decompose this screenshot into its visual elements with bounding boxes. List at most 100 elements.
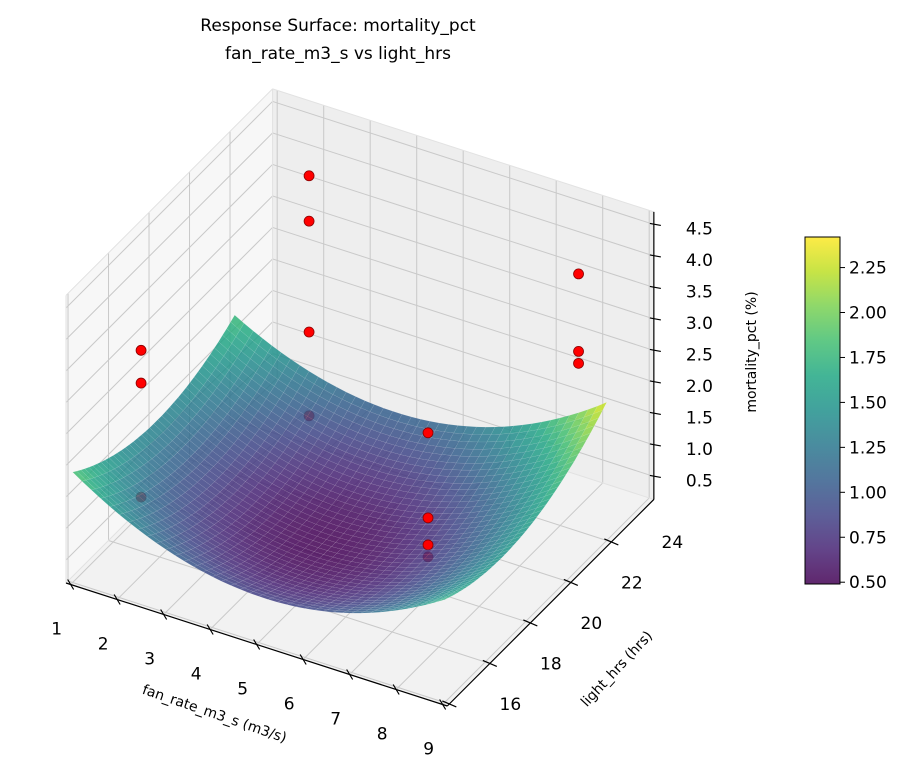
left-gridline-z: [65, 227, 273, 435]
surface-patch: [556, 467, 571, 479]
y-tick-mark: [563, 578, 579, 587]
data-point: [303, 215, 315, 227]
y-tick-label: 24: [662, 533, 684, 553]
colorbar-tick-label: 0.50: [849, 573, 887, 593]
z-tick-mark: [649, 317, 661, 321]
x-tick-mark: [160, 609, 168, 620]
z-tick-label: 1.5: [686, 408, 713, 428]
x-tick-mark: [392, 684, 400, 695]
y-tick-label: 22: [621, 573, 643, 593]
z-tick-mark: [649, 411, 661, 416]
tick-labels: 1 2 3 4 5 6 7 8 9 16 18 20 22 24 0.5 1.0 1.5 2.0 2.5 3.0 3.5…: [51, 219, 713, 759]
data-point: [422, 539, 434, 551]
colorbar-tick-label: 0.75: [849, 528, 887, 548]
x-tick-mark: [67, 579, 75, 590]
data-point: [573, 345, 584, 357]
back-gridline-z: [272, 226, 655, 351]
surface-patch: [435, 597, 449, 603]
colorbar-tick-label: 2.00: [849, 304, 887, 324]
x-tick-mark: [113, 594, 121, 605]
x-tick-label: 1: [51, 620, 62, 640]
x-tick-mark: [253, 639, 261, 650]
y-tick-label: 20: [581, 614, 603, 634]
left-gridline-z: [65, 195, 273, 403]
z-tick-mark: [649, 443, 661, 447]
x-tick-mark: [439, 699, 447, 710]
x-tick-label: 5: [237, 680, 248, 700]
surface-patch: [560, 460, 575, 472]
x-tick-label: 4: [191, 665, 202, 685]
colorbar-tick-label: 1.50: [849, 393, 887, 413]
z-tick-label: 0.5: [686, 471, 713, 491]
surface-patch: [576, 432, 592, 445]
z-tick-mark: [649, 474, 661, 479]
data-point: [422, 512, 434, 524]
floor-gridline-x: [442, 497, 650, 705]
surface-patch: [519, 520, 535, 531]
chart-title-line-1: Response Surface: mortality_pct: [200, 16, 476, 36]
y-axis-line: [446, 499, 655, 707]
x-tick-label: 8: [377, 725, 388, 745]
z-tick-label: 3.0: [686, 314, 713, 334]
back-gridline-z: [272, 195, 655, 320]
surface-patch: [463, 579, 478, 586]
surface-patch: [572, 439, 587, 452]
data-point: [303, 326, 315, 338]
data-point: [135, 344, 147, 356]
z-tick-mark: [649, 348, 661, 353]
back-gridline-z: [272, 258, 655, 383]
left-gridline-z: [65, 101, 273, 309]
left-gridline-z: [65, 164, 273, 372]
back-gridline-z: [272, 132, 655, 257]
pane-edge: [65, 88, 273, 296]
z-tick-label: 1.0: [686, 440, 713, 460]
z-tick-label: 2.0: [686, 377, 713, 397]
surface-patch: [500, 545, 514, 554]
colorbar-tick-label: 1.25: [849, 438, 887, 458]
z-tick-mark: [649, 380, 661, 384]
back-gridline-z: [272, 163, 655, 288]
surface-patch: [564, 453, 579, 466]
surface-patch: [515, 525, 531, 535]
y-tick-mark: [482, 659, 498, 668]
back-gridline-z: [272, 289, 655, 414]
surface-patch: [523, 515, 539, 525]
data-point: [573, 357, 584, 369]
surface-patch: [527, 509, 543, 520]
z-tick-label: 4.5: [686, 219, 713, 239]
surface-and-points: [72, 170, 608, 614]
left-gridline-z: [65, 132, 273, 340]
floor-gridline-x: [395, 482, 604, 690]
x-tick-label: 7: [330, 710, 341, 730]
x-tick-label: 3: [144, 650, 155, 670]
colorbar-gradient: [804, 236, 841, 585]
x-tick-label: 9: [423, 740, 434, 760]
y-tick-mark: [442, 700, 457, 708]
z-tick-mark: [649, 285, 661, 290]
y-tick-label: 16: [500, 695, 522, 715]
back-gridline-z: [272, 352, 655, 477]
y-axis-label: light_hrs (hrs): [578, 628, 656, 710]
data-point: [573, 268, 584, 280]
x-tick-mark: [299, 654, 307, 665]
x-tick-mark: [346, 669, 354, 680]
colorbar-tick-label: 2.25: [849, 259, 887, 279]
floor-gridline-y: [67, 580, 450, 705]
x-tick-label: 2: [98, 635, 109, 655]
x-tick-label: 6: [284, 695, 295, 715]
surface-patch: [511, 530, 527, 540]
z-axis-label: mortality_pct (%): [744, 291, 760, 412]
colorbar-tick-label: 1.75: [849, 348, 887, 368]
y-tick-mark: [604, 538, 619, 546]
colorbar: 0.50 0.75 1.00 1.25 1.50 1.75 2.00 2.25: [804, 236, 887, 593]
z-tick-label: 2.5: [686, 345, 713, 365]
surface-patch: [504, 540, 518, 549]
back-gridline-z: [272, 100, 655, 225]
colorbar-tick-label: 1.00: [849, 483, 887, 503]
x-axis-label: fan_rate_m3_s (m3/s): [140, 682, 289, 746]
z-tick-mark: [649, 254, 661, 258]
chart-title-line-2: fan_rate_m3_s vs light_hrs: [225, 44, 451, 64]
surface-patch: [495, 549, 510, 558]
surface-patch: [507, 535, 523, 545]
